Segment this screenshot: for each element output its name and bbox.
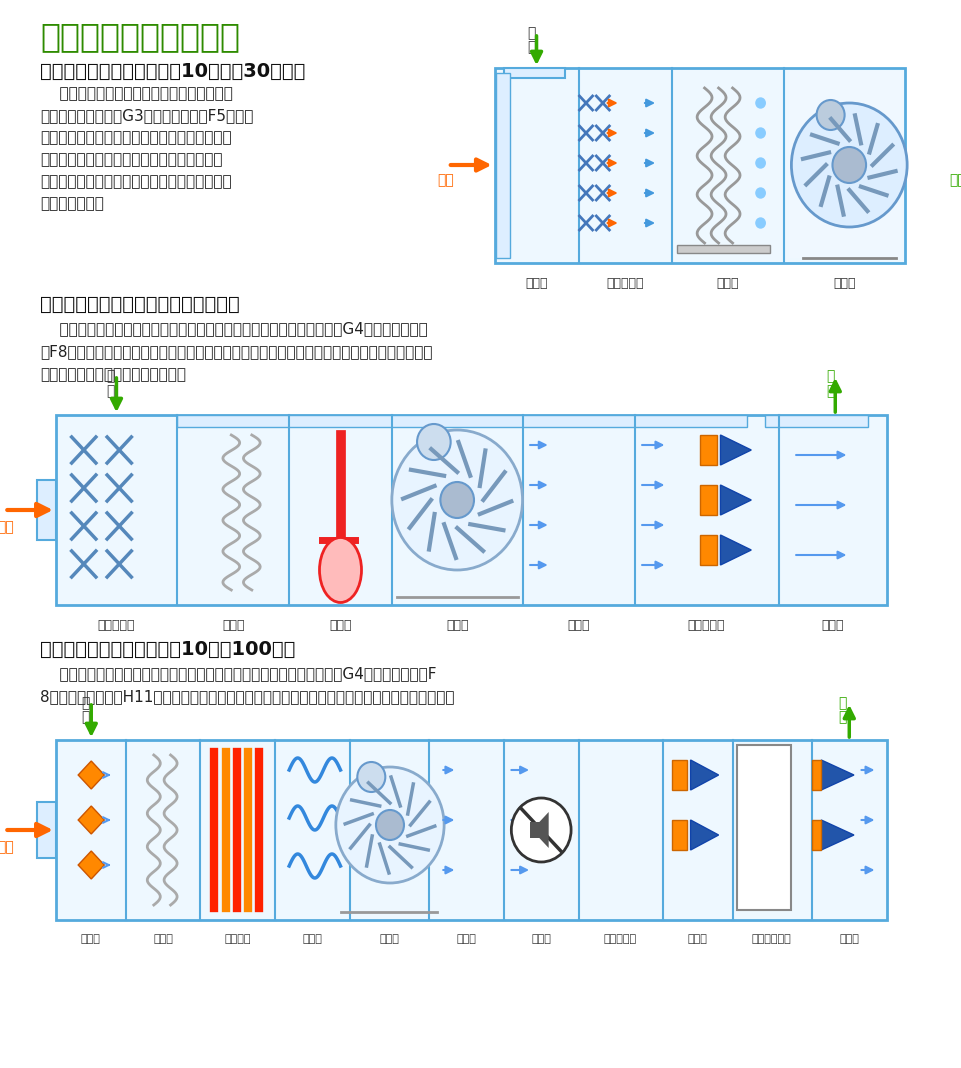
Text: 回风: 回风	[0, 841, 13, 854]
Circle shape	[392, 430, 523, 570]
Text: 风: 风	[81, 710, 89, 724]
Ellipse shape	[319, 537, 361, 602]
Polygon shape	[691, 760, 719, 790]
Text: 出风段: 出风段	[839, 934, 859, 944]
Bar	[700, 485, 717, 515]
Text: 机组采用三级过滤（或对新风进行两级过滤），配表冷段，初效过滤（G4）、中效过滤（F: 机组采用三级过滤（或对新风进行两级过滤），配表冷段，初效过滤（G4）、中效过滤（…	[40, 666, 436, 681]
Bar	[177, 415, 747, 427]
Polygon shape	[822, 760, 854, 790]
Text: 适合普通净化要求的场合（10万级、30万级）: 适合普通净化要求的场合（10万级、30万级）	[40, 62, 306, 81]
Text: 表冷段: 表冷段	[222, 619, 244, 632]
Text: 新: 新	[81, 696, 89, 710]
Text: 气处理机组（选用湿膜加湿），可处理回风和混: 气处理机组（选用湿膜加湿），可处理回风和混	[40, 130, 232, 145]
Text: 消声段: 消声段	[531, 934, 552, 944]
Text: 检: 检	[757, 826, 772, 850]
Circle shape	[417, 424, 451, 460]
Text: 新: 新	[528, 26, 535, 40]
Text: 加湿段: 加湿段	[303, 934, 323, 944]
Circle shape	[756, 158, 765, 168]
Text: 送: 送	[825, 370, 834, 383]
Circle shape	[335, 767, 444, 883]
Circle shape	[817, 100, 845, 130]
Circle shape	[792, 103, 907, 227]
Text: 新: 新	[106, 370, 114, 383]
Text: 中效过滤段: 中效过滤段	[604, 934, 637, 944]
Circle shape	[756, 218, 765, 227]
Text: 均流段: 均流段	[567, 619, 590, 632]
Text: 合工况，联合洁净室末端的亚高效或高效过滤: 合工况，联合洁净室末端的亚高效或高效过滤	[40, 152, 222, 167]
Text: 风机段: 风机段	[446, 619, 468, 632]
Text: 适合较高洁净要求场合（千级、万级）: 适合较高洁净要求场合（千级、万级）	[40, 295, 239, 314]
Text: 亚高效过滤段: 亚高效过滤段	[752, 934, 792, 944]
Bar	[672, 760, 687, 790]
Polygon shape	[721, 435, 752, 465]
Text: 风机段: 风机段	[379, 934, 399, 944]
Polygon shape	[822, 820, 854, 850]
Bar	[56, 415, 887, 604]
Text: 回风: 回风	[437, 173, 455, 187]
Bar	[737, 745, 792, 910]
Bar	[497, 73, 510, 258]
Polygon shape	[721, 535, 752, 565]
Bar	[37, 802, 56, 858]
Bar	[765, 415, 868, 427]
Bar	[495, 68, 905, 263]
Text: 回风: 回风	[0, 520, 13, 534]
Text: 风: 风	[825, 384, 834, 398]
Circle shape	[756, 128, 765, 138]
Text: 加湿段: 加湿段	[330, 619, 352, 632]
Text: 初效过滤段: 初效过滤段	[606, 277, 644, 290]
Polygon shape	[530, 812, 549, 848]
Text: 8）、亚高效过滤（H11），同时配备电加热，进口电热加湿、洁净式消声器、联合洁净室末端的高: 8）、亚高效过滤（H11），同时配备电加热，进口电热加湿、洁净式消声器、联合洁净…	[40, 689, 455, 704]
Polygon shape	[78, 806, 105, 834]
Bar	[812, 760, 822, 790]
Bar	[504, 68, 564, 78]
Text: 风: 风	[838, 710, 847, 724]
Text: 器，可以满足普通有温度控制和洁净度要求较低: 器，可以满足普通有温度控制和洁净度要求较低	[40, 174, 232, 189]
Text: 电加热段: 电加热段	[225, 934, 251, 944]
Polygon shape	[691, 820, 719, 850]
Text: 混合段: 混合段	[81, 934, 100, 944]
Text: 混合过滤段: 混合过滤段	[98, 619, 136, 632]
Bar	[812, 820, 822, 850]
Text: 室内机功能段组合实例: 室内机功能段组合实例	[40, 20, 240, 53]
Circle shape	[357, 761, 385, 792]
Bar	[672, 820, 687, 850]
Circle shape	[756, 188, 765, 198]
Text: 送: 送	[838, 696, 847, 710]
Bar	[37, 480, 56, 540]
Circle shape	[756, 98, 765, 108]
Text: 滤，适合较高洁净要求洁净室工程。: 滤，适合较高洁净要求洁净室工程。	[40, 367, 185, 382]
Bar	[56, 740, 887, 920]
Polygon shape	[721, 485, 752, 515]
Circle shape	[376, 810, 404, 841]
Bar	[677, 245, 770, 253]
Bar	[700, 535, 717, 565]
Text: 表冷段: 表冷段	[717, 277, 739, 290]
Text: （F8），中效过滤位于正压段，有效保护洁净室末端高效或超高效过滤器，同时可选配亚高效过: （F8），中效过滤位于正压段，有效保护洁净室末端高效或超高效过滤器，同时可选配亚…	[40, 344, 432, 359]
Text: 机组采用正压结构，配备基本的直膨盘管和干蒸汽加湿器等，配初效（G4）、中效过滤器: 机组采用正压结构，配备基本的直膨盘管和干蒸汽加湿器等，配初效（G4）、中效过滤器	[40, 321, 428, 336]
Text: 出风段: 出风段	[822, 619, 844, 632]
Circle shape	[511, 798, 571, 862]
Text: 带标准初效过滤器（G3）中效过滤器（F5）的空: 带标准初效过滤器（G3）中效过滤器（F5）的空	[40, 108, 254, 123]
Text: 适用于高洁净要求的场合（10级、100级）: 适用于高洁净要求的场合（10级、100级）	[40, 640, 295, 659]
Text: 风机段: 风机段	[833, 277, 856, 290]
Text: 表冷段: 表冷段	[153, 934, 173, 944]
Text: 混合段: 混合段	[526, 277, 548, 290]
Text: 送风: 送风	[949, 173, 961, 187]
Text: 机组采用负压结构，配备基本的直膨盘管，: 机组采用负压结构，配备基本的直膨盘管，	[40, 87, 233, 101]
Text: 风: 风	[106, 384, 114, 398]
Bar	[700, 435, 717, 465]
Text: 均流段: 均流段	[456, 934, 477, 944]
Polygon shape	[78, 761, 105, 789]
FancyBboxPatch shape	[789, 70, 900, 258]
Text: 检修段: 检修段	[687, 934, 707, 944]
Circle shape	[832, 147, 866, 183]
Circle shape	[440, 482, 474, 518]
Polygon shape	[78, 851, 105, 879]
Text: 中效过滤段: 中效过滤段	[688, 619, 726, 632]
Text: 风: 风	[528, 40, 535, 54]
Text: 的洁净室工程。: 的洁净室工程。	[40, 197, 104, 211]
